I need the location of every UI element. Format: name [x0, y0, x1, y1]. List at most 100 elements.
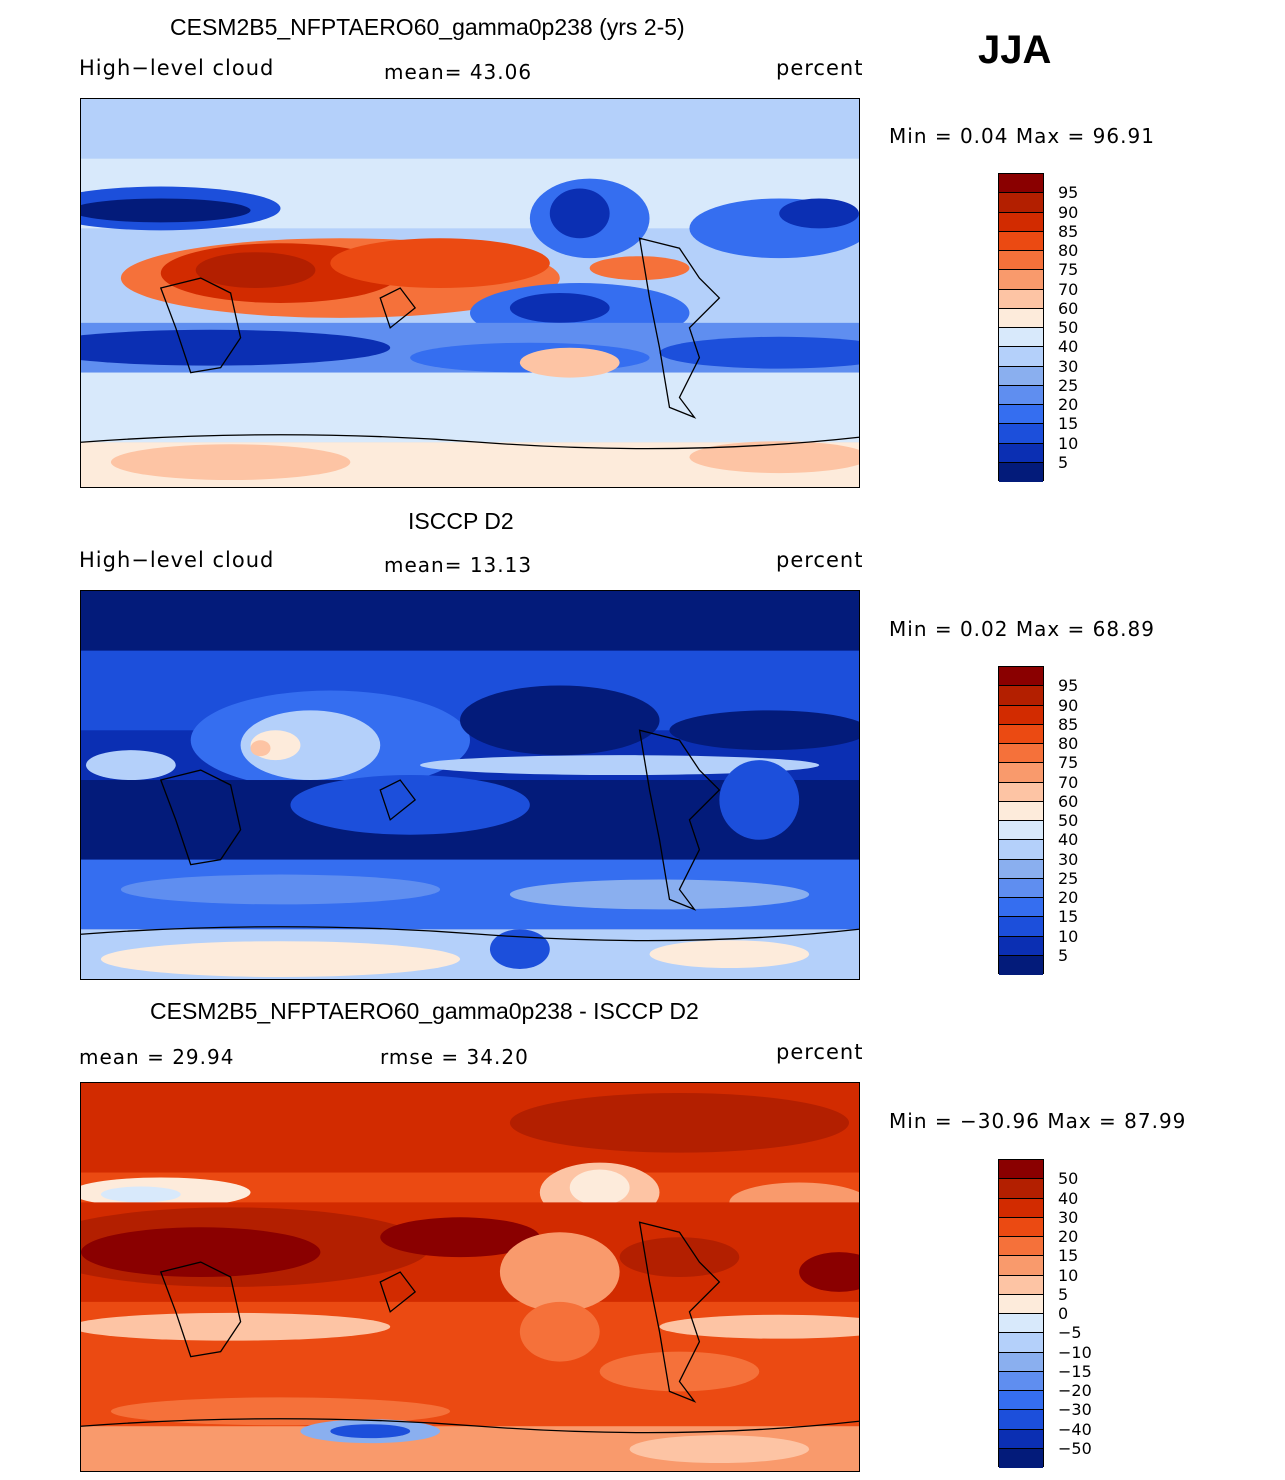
colorbar-swatch — [999, 1294, 1043, 1314]
colorbar-tick-label: 95 — [1058, 676, 1079, 696]
panel-3-minmax: Min = −30.96 Max = 87.99 — [889, 1109, 1187, 1133]
colorbar-tick-label: 30 — [1058, 849, 1079, 869]
colorbar-tick-label: 50 — [1058, 811, 1079, 830]
colorbar-swatch — [999, 936, 1043, 956]
colorbar-tick-label: 20 — [1058, 395, 1079, 414]
colorbar-swatch — [999, 174, 1043, 194]
colorbar-tick-label: 75 — [1058, 753, 1079, 773]
panel-1-field — [81, 99, 859, 487]
colorbar-swatch — [999, 1391, 1043, 1411]
colorbar-tick-label: 80 — [1058, 241, 1079, 260]
colorbar-swatch — [999, 385, 1043, 405]
colorbar-tick-label: 5 — [1058, 945, 1069, 965]
panel-1-title: CESM2B5_NFPTAERO60_gamma0p238 (yrs 2-5) — [170, 14, 685, 40]
colorbar-swatch — [999, 289, 1043, 309]
colorbar-swatch — [999, 251, 1043, 271]
panel-2-map — [80, 590, 860, 980]
colorbar-tick-label: −5 — [1058, 1323, 1082, 1343]
colorbar-tick-label: −15 — [1058, 1361, 1092, 1381]
panel-1-variable-label: High−level cloud — [79, 56, 275, 80]
colorbar-tick-label: 40 — [1058, 830, 1079, 850]
panel-3-map — [80, 1082, 860, 1472]
colorbar-swatch — [999, 744, 1043, 764]
panel-1-mean-label: mean= 43.06 — [384, 60, 533, 84]
colorbar-tick-label: 80 — [1058, 734, 1079, 753]
colorbar-tick-label: 85 — [1058, 714, 1079, 734]
panel-3-colorbar — [998, 1159, 1044, 1468]
colorbar-swatch — [999, 821, 1043, 841]
colorbar-swatch — [999, 1217, 1043, 1237]
panel-3-title: CESM2B5_NFPTAERO60_gamma0p238 - ISCCP D2 — [150, 998, 699, 1024]
colorbar-swatch — [999, 724, 1043, 744]
colorbar-tick-label: −50 — [1058, 1438, 1092, 1458]
colorbar-tick-label: −40 — [1058, 1419, 1092, 1439]
panel-1-units-label: percent — [776, 56, 864, 80]
colorbar-swatch — [999, 1333, 1043, 1353]
colorbar-swatch — [999, 763, 1043, 783]
panel-3-units-label: percent — [776, 1040, 864, 1064]
colorbar-tick-label: 60 — [1058, 298, 1079, 318]
colorbar-tick-label: 70 — [1058, 772, 1079, 792]
colorbar-tick-label: 15 — [1058, 414, 1079, 434]
colorbar-swatch — [999, 1429, 1043, 1449]
colorbar-tick-label: 10 — [1058, 433, 1079, 453]
colorbar-swatch — [999, 347, 1043, 367]
colorbar-swatch — [999, 443, 1043, 463]
colorbar-tick-label: 10 — [1058, 926, 1079, 946]
colorbar-swatch — [999, 878, 1043, 898]
panel-2-variable-label: High−level cloud — [79, 548, 275, 572]
colorbar-swatch — [999, 686, 1043, 706]
season-label: JJA — [978, 28, 1052, 72]
panel-2-minmax: Min = 0.02 Max = 68.89 — [889, 617, 1155, 641]
colorbar-swatch — [999, 1410, 1043, 1430]
colorbar-tick-label: 40 — [1058, 1188, 1079, 1208]
colorbar-swatch — [999, 667, 1043, 687]
colorbar-swatch — [999, 840, 1043, 860]
colorbar-swatch — [999, 270, 1043, 290]
colorbar-swatch — [999, 859, 1043, 879]
colorbar-tick-label: −10 — [1058, 1342, 1092, 1362]
colorbar-swatch — [999, 801, 1043, 821]
colorbar-swatch — [999, 328, 1043, 348]
panel-1-colorbar — [998, 173, 1044, 482]
colorbar-swatch — [999, 212, 1043, 232]
colorbar-swatch — [999, 1256, 1043, 1276]
colorbar-tick-label: 20 — [1058, 1227, 1079, 1246]
colorbar-tick-label: 50 — [1058, 318, 1079, 337]
colorbar-tick-label: 60 — [1058, 791, 1079, 811]
colorbar-swatch — [999, 1179, 1043, 1199]
colorbar-tick-label: 15 — [1058, 907, 1079, 927]
colorbar-tick-label: 25 — [1058, 868, 1079, 888]
colorbar-tick-label: 50 — [1058, 1169, 1079, 1189]
colorbar-swatch — [999, 366, 1043, 386]
colorbar-tick-label: 15 — [1058, 1246, 1079, 1266]
colorbar-tick-label: 25 — [1058, 375, 1079, 395]
panel-3-mean-label: mean = 29.94 — [79, 1045, 235, 1069]
colorbar-swatch — [999, 705, 1043, 725]
colorbar-tick-label: 70 — [1058, 279, 1079, 299]
colorbar-tick-label: 5 — [1058, 1284, 1069, 1304]
colorbar-tick-label: 5 — [1058, 452, 1069, 472]
colorbar-swatch — [999, 1352, 1043, 1372]
colorbar-tick-label: −20 — [1058, 1381, 1092, 1400]
colorbar-swatch — [999, 231, 1043, 251]
colorbar-tick-label: 20 — [1058, 888, 1079, 907]
colorbar-tick-label: 30 — [1058, 356, 1079, 376]
colorbar-tick-label: 95 — [1058, 183, 1079, 203]
panel-1-map — [80, 98, 860, 488]
panel-2-field — [81, 591, 859, 979]
colorbar-swatch — [999, 462, 1043, 482]
panel-2-mean-label: mean= 13.13 — [384, 553, 533, 577]
colorbar-tick-label: 40 — [1058, 337, 1079, 357]
colorbar-swatch — [999, 1198, 1043, 1218]
colorbar-swatch — [999, 424, 1043, 444]
colorbar-tick-label: 0 — [1058, 1304, 1069, 1323]
colorbar-swatch — [999, 1237, 1043, 1257]
colorbar-swatch — [999, 1314, 1043, 1334]
colorbar-swatch — [999, 898, 1043, 918]
colorbar-tick-label: −30 — [1058, 1400, 1092, 1420]
panel-3-field — [81, 1083, 859, 1471]
colorbar-swatch — [999, 782, 1043, 802]
colorbar-swatch — [999, 1275, 1043, 1295]
colorbar-swatch — [999, 1448, 1043, 1468]
